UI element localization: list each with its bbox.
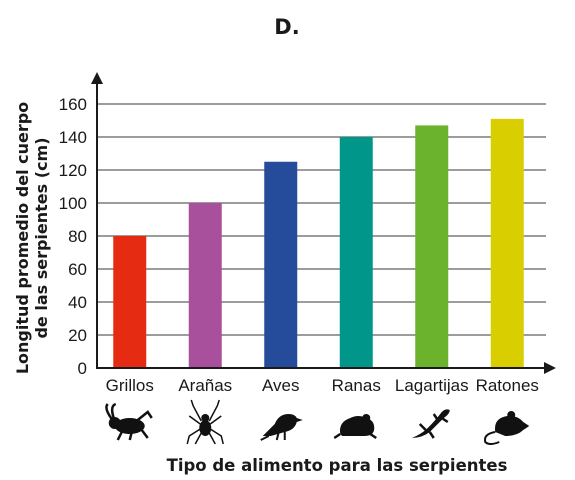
food-icons bbox=[105, 399, 530, 445]
bar-ranas bbox=[339, 137, 373, 368]
y-tick-label: 120 bbox=[59, 161, 87, 180]
spider-icon bbox=[186, 399, 224, 445]
gridlines bbox=[97, 103, 546, 336]
x-axis-label: Tipo de alimento para las serpientes bbox=[167, 456, 508, 475]
bars bbox=[113, 118, 524, 368]
x-tick-label: Grillos bbox=[106, 376, 154, 395]
y-axis-label-line-2: de las serpientes (cm) bbox=[32, 137, 51, 338]
y-tick-label: 80 bbox=[68, 227, 87, 246]
bar-lagartijas bbox=[415, 125, 449, 368]
chart-title: D. bbox=[274, 15, 299, 39]
y-axis-arrow-icon bbox=[91, 72, 103, 84]
lizard-icon bbox=[411, 409, 450, 439]
y-tick-label: 20 bbox=[68, 326, 87, 345]
bar-grillos bbox=[113, 236, 147, 368]
y-tick-label: 100 bbox=[59, 194, 87, 213]
y-tick-label: 0 bbox=[78, 359, 87, 378]
y-axis-label-line-1: Longitud promedio del cuerpo bbox=[13, 102, 32, 374]
x-tick-label: Ratones bbox=[476, 376, 539, 395]
y-tick-label: 40 bbox=[68, 293, 87, 312]
frog-icon bbox=[333, 414, 377, 440]
bar-aves bbox=[264, 161, 298, 368]
x-tick-label: Aves bbox=[262, 376, 300, 395]
x-axis-arrow-icon bbox=[544, 362, 556, 374]
y-tick-label: 160 bbox=[59, 95, 87, 114]
bird-icon bbox=[260, 414, 303, 441]
y-axis-ticks: 0 20 40 60 80 100 120 140 160 bbox=[59, 95, 87, 378]
bar-arañas bbox=[188, 203, 222, 368]
x-tick-label: Ranas bbox=[332, 376, 381, 395]
y-tick-label: 60 bbox=[68, 260, 87, 279]
x-tick-label: Lagartijas bbox=[395, 376, 469, 395]
bar-ratones bbox=[490, 118, 524, 368]
y-axis-label: Longitud promedio del cuerpo de las serp… bbox=[13, 102, 51, 374]
x-tick-label: Arañas bbox=[178, 376, 232, 395]
x-axis-ticks: Grillos Arañas Aves Ranas Lagartijas Ratones bbox=[106, 376, 539, 395]
mouse-icon bbox=[483, 411, 530, 445]
y-tick-label: 140 bbox=[59, 128, 87, 147]
cricket-icon bbox=[105, 402, 153, 441]
